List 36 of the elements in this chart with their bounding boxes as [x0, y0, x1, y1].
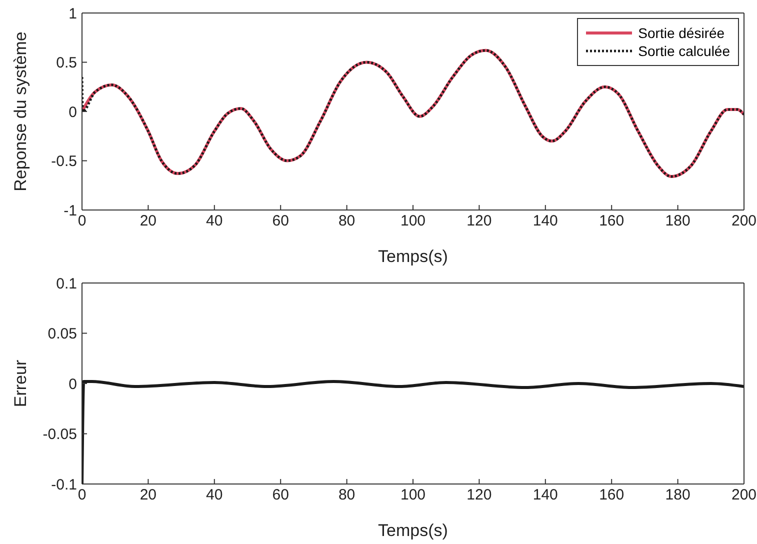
y-tick-label: -0.05 — [42, 426, 77, 444]
x-tick-label: 20 — [140, 486, 157, 504]
y-axis-title: Erreur — [11, 360, 30, 408]
x-tick-label: 40 — [206, 212, 223, 230]
x-axis-title: Temps(s) — [378, 521, 448, 540]
x-tick-label: 20 — [140, 212, 157, 230]
x-tick-label: 40 — [206, 486, 223, 504]
y-axis-title: Reponse du système — [11, 32, 30, 192]
x-tick-label: 180 — [665, 486, 690, 504]
x-axis-title: Temps(s) — [378, 247, 448, 266]
legend-label: Sortie désirée — [638, 25, 725, 41]
x-tick-label: 100 — [400, 486, 426, 504]
x-tick-label: 160 — [599, 212, 624, 230]
x-tick-label: 160 — [599, 486, 624, 504]
legend-label: Sortie calculée — [638, 43, 730, 59]
y-tick-label: -0.5 — [51, 153, 77, 170]
x-tick-label: 60 — [272, 486, 289, 504]
y-tick-label: 0 — [68, 376, 77, 393]
x-tick-label: 80 — [338, 212, 356, 230]
x-tick-label: 60 — [272, 212, 289, 230]
y-tick-label: -1 — [64, 202, 77, 220]
y-tick-label: 0.05 — [48, 326, 77, 343]
x-tick-label: 120 — [466, 486, 492, 504]
x-tick-label: 140 — [532, 212, 558, 230]
x-tick-label: 200 — [731, 486, 757, 504]
y-tick-label: 0.1 — [56, 275, 77, 292]
y-tick-label: -0.1 — [51, 476, 77, 494]
y-tick-label: 1 — [68, 5, 77, 22]
x-tick-label: 80 — [338, 486, 356, 504]
y-tick-label: 0.5 — [56, 54, 77, 72]
x-tick-label: 120 — [466, 212, 492, 230]
x-tick-label: 180 — [665, 212, 690, 230]
y-tick-label: 0 — [68, 104, 77, 121]
x-tick-label: 140 — [532, 486, 558, 504]
x-tick-label: 200 — [731, 212, 757, 230]
x-tick-label: 100 — [400, 212, 426, 230]
